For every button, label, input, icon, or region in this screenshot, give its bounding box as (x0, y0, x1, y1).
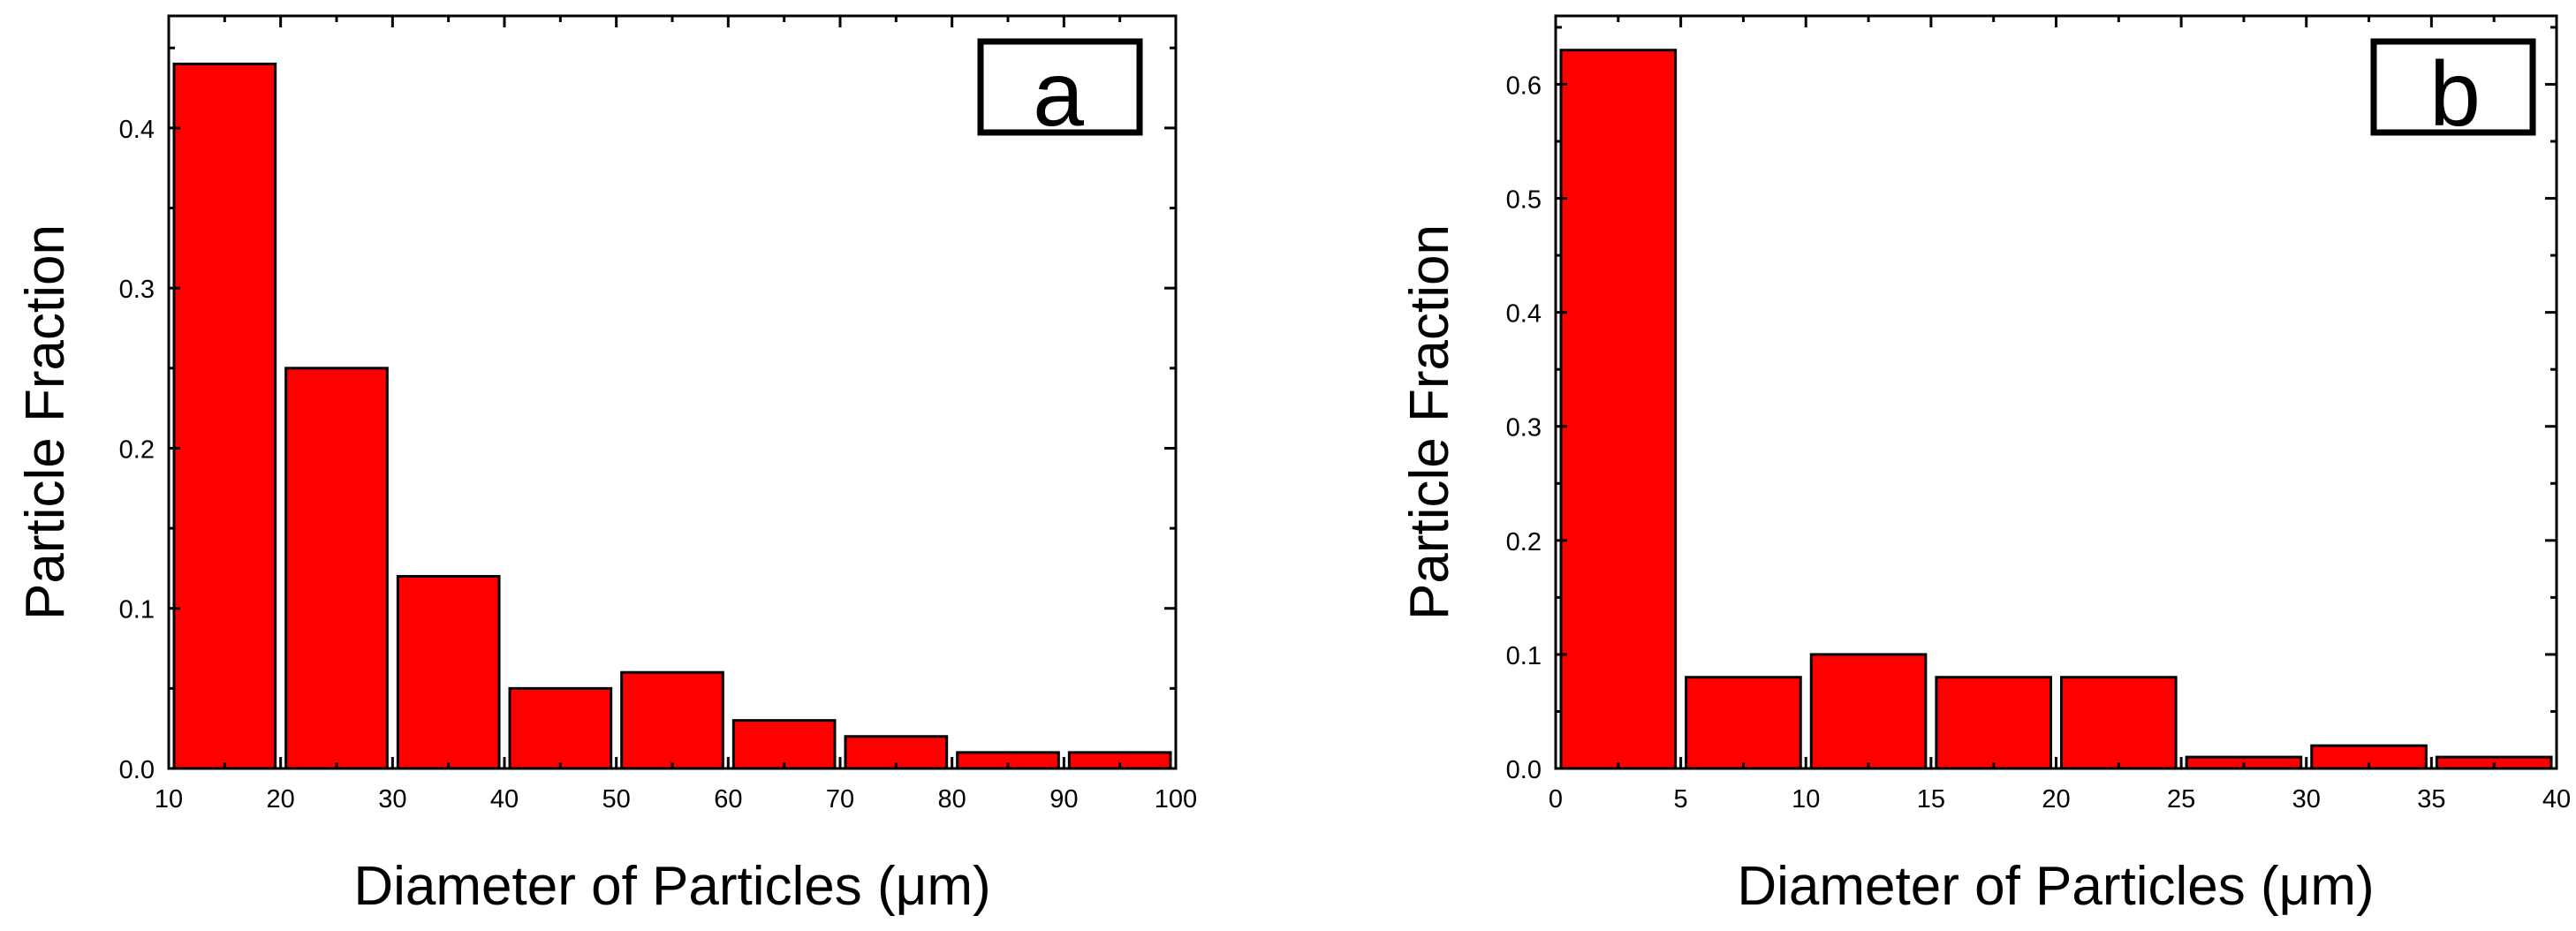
chart-panel-b: Particle Fraction Diameter of Particles … (1399, 14, 2571, 917)
y-tick-label: 0.3 (119, 276, 155, 304)
panel-label-box (977, 38, 1143, 136)
y-tick-label: 0.1 (1506, 642, 1542, 670)
histogram-bar (508, 686, 613, 770)
histogram-bar (1559, 49, 1678, 770)
y-axis-label: Particle Fraction (1399, 224, 1460, 620)
x-tick-label: 30 (2292, 785, 2321, 814)
x-tick-label: 60 (714, 785, 742, 814)
y-tick-label: 0.0 (119, 756, 155, 784)
y-tick-label: 0.2 (1506, 528, 1542, 556)
x-tick-label: 10 (155, 785, 183, 814)
x-tick-label: 15 (1917, 785, 1945, 814)
x-tick-label: 40 (490, 785, 519, 814)
y-tick-label: 0.1 (119, 596, 155, 624)
x-tick-label: 100 (1155, 785, 1197, 814)
histogram-bar (172, 62, 277, 770)
x-tick-label: 70 (826, 785, 854, 814)
y-tick-label: 0.4 (119, 116, 155, 144)
x-tick-label: 0 (1549, 785, 1563, 814)
x-tick-label: 20 (267, 785, 295, 814)
chart-panel-a: Particle Fraction Diameter of Particles … (15, 14, 1197, 917)
panel-label: b (2429, 43, 2481, 146)
histogram-bar (1809, 653, 1928, 770)
histogram-bar (2060, 676, 2178, 770)
y-tick-label: 0.0 (1506, 756, 1542, 784)
y-tick-label: 0.5 (1506, 186, 1542, 215)
x-tick-label: 5 (1674, 785, 1688, 814)
histogram-bar (396, 574, 501, 770)
histogram-bar (1935, 676, 2052, 770)
x-axis-label: Diameter of Particles (μm) (1737, 856, 2374, 917)
y-tick-label: 0.2 (119, 435, 155, 464)
panel-label-box (2370, 38, 2536, 136)
y-tick-label: 0.4 (1506, 300, 1542, 329)
x-tick-label: 35 (2417, 785, 2445, 814)
y-axis-label: Particle Fraction (15, 224, 76, 620)
x-tick-label: 90 (1049, 785, 1078, 814)
x-tick-label: 25 (2167, 785, 2195, 814)
x-axis-label: Diameter of Particles (μm) (353, 856, 990, 917)
x-tick-label: 10 (1792, 785, 1820, 814)
x-tick-label: 50 (602, 785, 631, 814)
histogram-bar (620, 670, 724, 770)
y-tick-label: 0.3 (1506, 414, 1542, 443)
histogram-bar (284, 367, 389, 770)
histogram-bar (731, 719, 837, 770)
x-tick-label: 80 (938, 785, 966, 814)
x-tick-label: 40 (2542, 785, 2571, 814)
x-tick-label: 30 (378, 785, 406, 814)
panel-label: a (1033, 43, 1084, 146)
x-tick-label: 20 (2042, 785, 2070, 814)
histogram-bar (1685, 676, 1802, 770)
y-tick-label: 0.6 (1506, 72, 1542, 100)
